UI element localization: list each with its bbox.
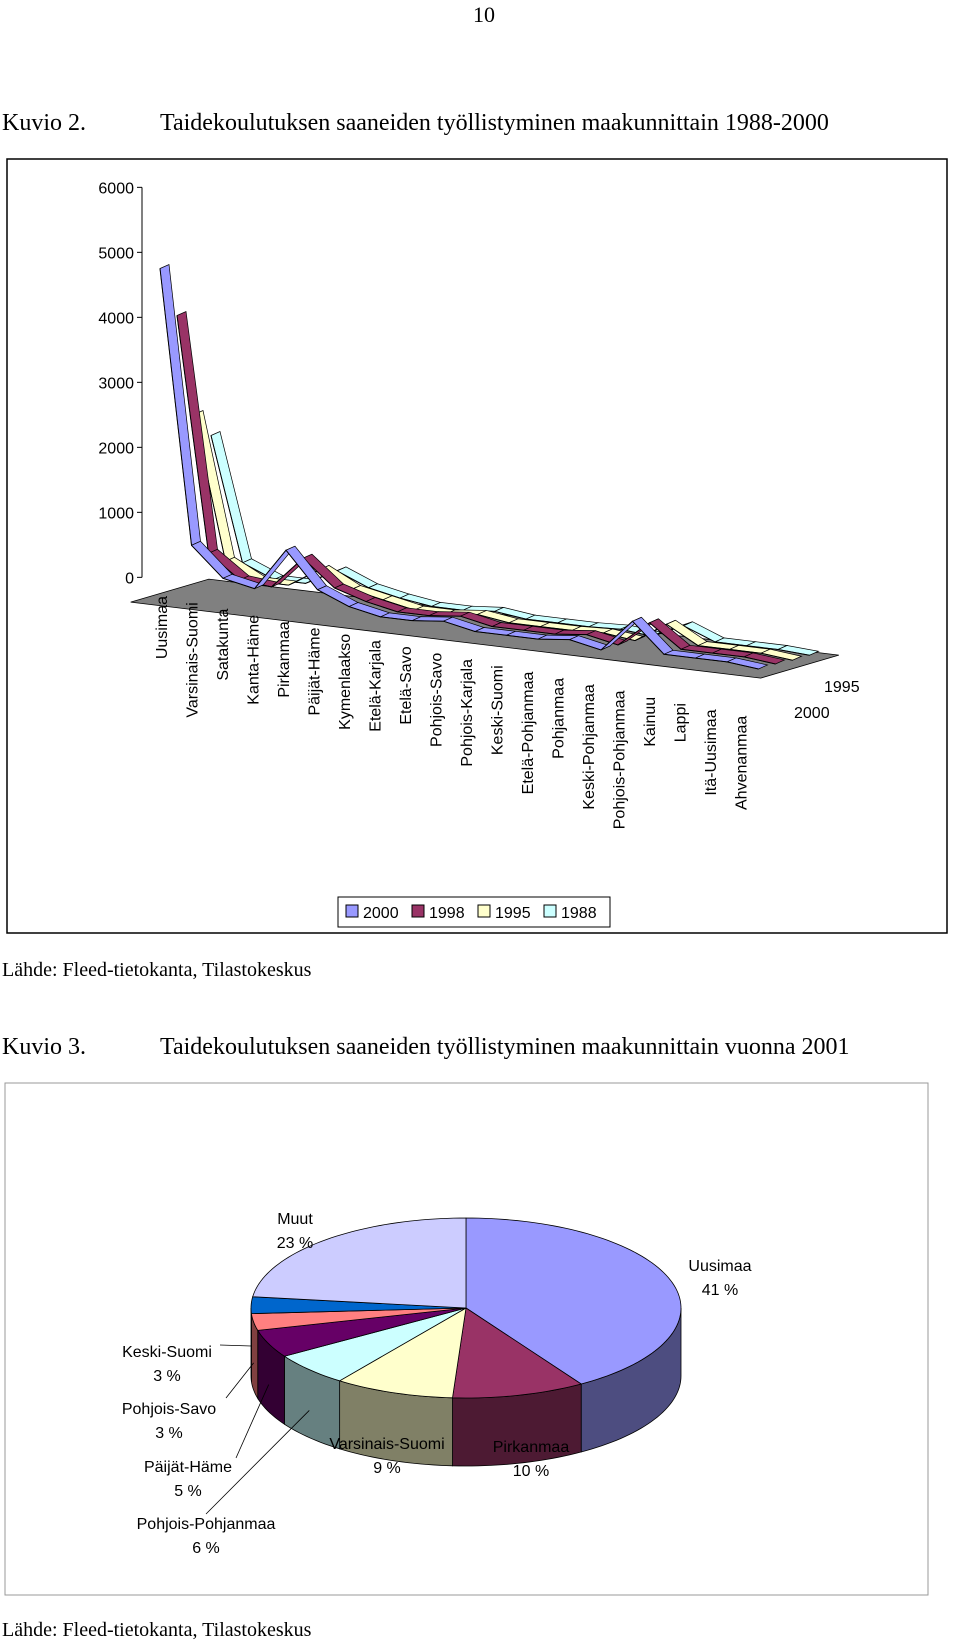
- pie-slice: [250, 1307, 467, 1331]
- slice-value-label: 3 %: [153, 1368, 181, 1385]
- legend-label: 1998: [429, 905, 465, 922]
- y-tick-label: 1000: [98, 505, 134, 522]
- x-tick-label: Satakunta: [215, 609, 232, 681]
- slice-label: Pohjois-Savo: [122, 1401, 216, 1418]
- slice-value-label: 3 %: [155, 1425, 183, 1442]
- x-tick-label: Keski-Pohjanmaa: [581, 684, 598, 810]
- slice-value-label: 5 %: [174, 1483, 202, 1500]
- x-tick-label: Pohjanmaa: [551, 678, 568, 759]
- legend-swatch: [411, 904, 425, 918]
- x-tick-label: Ahvenanmaa: [734, 716, 751, 810]
- series-line: [176, 315, 776, 665]
- x-tick-label: Pohjois-Karjala: [459, 659, 476, 767]
- pie-slice: [283, 1307, 467, 1382]
- legend-label: 2000: [363, 905, 399, 922]
- x-tick-label: Lappi: [673, 703, 690, 742]
- source: Lähde: Fleed-tietokanta, Tilastokeskus: [2, 1619, 312, 1641]
- depth-label: 1995: [824, 679, 860, 696]
- series-line: [193, 414, 793, 661]
- y-tick-label: 5000: [98, 245, 134, 262]
- figure-label: Kuvio 2.: [2, 110, 86, 136]
- x-tick-label: Pohjois-Pohjanmaa: [612, 690, 629, 829]
- leader-line: [205, 1410, 310, 1515]
- slice-label: Keski-Suomi: [122, 1344, 212, 1361]
- x-tick-label: Etelä-Savo: [398, 646, 415, 724]
- legend-label: 1988: [561, 905, 597, 922]
- y-tick-label: 6000: [98, 180, 134, 197]
- x-tick-label: Kainuu: [642, 697, 659, 747]
- pie-slice: [465, 1217, 682, 1385]
- leader-line: [219, 1344, 252, 1347]
- slice-label: Uusimaa: [688, 1258, 751, 1275]
- x-tick-label: Pohjois-Savo: [429, 653, 446, 747]
- x-tick-label: Keski-Suomi: [490, 665, 507, 755]
- pie-slice: [250, 1296, 467, 1315]
- slice-value-label: 6 %: [192, 1540, 220, 1557]
- chart-frame: [4, 1082, 929, 1596]
- pie-slice: [338, 1307, 467, 1399]
- y-tick-label: 3000: [98, 375, 134, 392]
- figure-title: Taidekoulutuksen saaneiden työllistymine…: [160, 110, 829, 136]
- y-tick-label: 0: [125, 570, 134, 587]
- leader-line: [225, 1362, 254, 1399]
- x-tick-label: Päijät-Häme: [307, 627, 324, 715]
- pie-slice: [452, 1307, 583, 1399]
- slice-label: Päijät-Häme: [144, 1459, 232, 1476]
- x-tick-label: Itä-Uusimaa: [703, 709, 720, 795]
- legend: 2000 1998 1995 1988: [337, 896, 611, 928]
- x-tick-label: Pirkanmaa: [276, 621, 293, 698]
- legend-label: 1995: [495, 905, 531, 922]
- slice-label: Muut: [277, 1211, 313, 1228]
- x-tick-label: Kanta-Häme: [246, 615, 263, 705]
- slice-value-label: 41 %: [702, 1282, 738, 1299]
- pie-slice: [257, 1307, 467, 1357]
- y-tick-label: 4000: [98, 310, 134, 327]
- series-line: [159, 268, 759, 670]
- y-tick-label: 2000: [98, 440, 134, 457]
- page-number: 10: [473, 2, 495, 27]
- x-tick-label: Etelä-Karjala: [368, 640, 385, 732]
- source: Lähde: Fleed-tietokanta, Tilastokeskus: [2, 959, 312, 981]
- legend-swatch: [477, 904, 491, 918]
- depth-label: 2000: [794, 705, 830, 722]
- legend-frame: [337, 896, 611, 928]
- x-tick-label: Etelä-Pohjanmaa: [520, 672, 537, 795]
- leader-line: [235, 1384, 270, 1459]
- slice-value-label: 23 %: [277, 1235, 313, 1252]
- slice-label: Varsinais-Suomi: [329, 1436, 444, 1453]
- figure-title: Taidekoulutuksen saaneiden työllistymine…: [160, 1034, 850, 1060]
- slice-label: Pohjois-Pohjanmaa: [137, 1516, 276, 1533]
- slice-value-label: 10 %: [513, 1463, 549, 1480]
- legend-swatch: [543, 904, 557, 918]
- chart-frame: [6, 158, 948, 934]
- figure-label: Kuvio 3.: [2, 1034, 86, 1060]
- x-tick-label: Uusimaa: [154, 596, 171, 659]
- x-tick-label: Kymenlaakso: [337, 634, 354, 730]
- slice-value-label: 9 %: [373, 1460, 401, 1477]
- x-tick-label: Varsinais-Suomi: [185, 602, 202, 717]
- slice-label: Pirkanmaa: [493, 1439, 570, 1456]
- pie-slice: [252, 1217, 467, 1309]
- legend-swatch: [345, 904, 359, 918]
